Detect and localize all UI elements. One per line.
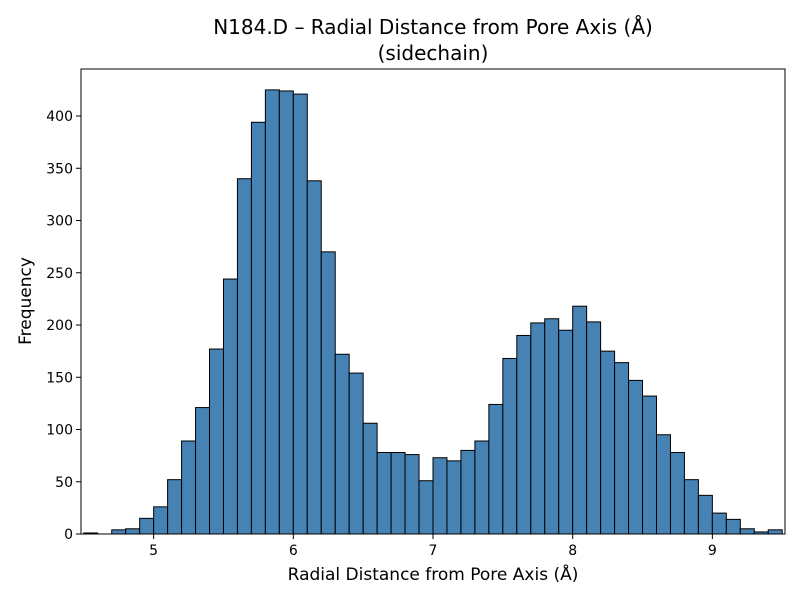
histogram-bar — [222, 278, 238, 535]
histogram-bar — [306, 180, 322, 535]
histogram-bar — [236, 178, 252, 535]
y-tick-label: 0 — [64, 527, 73, 543]
x-tick-label: 6 — [289, 543, 298, 559]
histogram-bar — [683, 479, 699, 535]
y-tick-label: 50 — [55, 475, 73, 491]
histogram-bar — [572, 305, 588, 535]
x-tick-label: 9 — [708, 543, 717, 559]
y-tick-label: 200 — [46, 318, 73, 334]
histogram-bar — [418, 480, 434, 535]
histogram-bar — [278, 90, 294, 535]
y-axis-label: Frequency — [16, 257, 36, 345]
histogram-bar — [404, 454, 420, 535]
y-tick-label: 100 — [46, 423, 73, 439]
histogram-bar — [628, 379, 644, 535]
histogram-bar — [544, 318, 560, 535]
histogram-bar — [460, 449, 476, 535]
histogram-bar — [195, 407, 211, 535]
histogram-bar — [516, 334, 532, 535]
plot-frame — [80, 68, 786, 535]
histogram-bar — [362, 422, 378, 535]
histogram-bar — [432, 457, 448, 535]
y-tick-label: 300 — [46, 214, 73, 230]
x-axis-ticks: 5 6 7 8 9 — [149, 534, 717, 559]
histogram-bars — [83, 89, 783, 535]
histogram-bar — [767, 529, 783, 535]
histogram-bar — [474, 440, 490, 535]
histogram-bar — [181, 440, 197, 535]
histogram-bar — [390, 451, 406, 535]
histogram-bar — [642, 395, 657, 535]
y-tick-label: 400 — [46, 109, 73, 125]
chart-subtitle: (sidechain) — [378, 41, 489, 65]
histogram-bar — [586, 321, 602, 535]
histogram-bar — [558, 329, 574, 535]
histogram-bar — [250, 121, 266, 535]
histogram-bar — [711, 512, 727, 535]
histogram-bar — [292, 93, 308, 535]
histogram-bar — [502, 357, 518, 535]
y-tick-label: 150 — [46, 370, 73, 386]
histogram-bar — [446, 460, 462, 535]
x-tick-label: 5 — [149, 543, 158, 559]
histogram-bar — [125, 528, 141, 535]
histogram-bar — [697, 494, 713, 535]
histogram-bar — [655, 434, 671, 535]
histogram-bar — [739, 528, 755, 535]
histogram-bar — [209, 348, 224, 535]
histogram-bar — [111, 529, 127, 535]
histogram-bar — [264, 89, 280, 535]
x-tick-label: 8 — [568, 543, 577, 559]
histogram-bar — [530, 322, 546, 535]
histogram-bar — [334, 353, 350, 535]
histogram-bar — [376, 451, 392, 535]
histogram-bar — [488, 403, 504, 535]
histogram-bar — [725, 518, 741, 535]
histogram-bar — [139, 517, 155, 535]
histogram-bar — [320, 251, 336, 535]
chart-title: N184.D – Radial Distance from Pore Axis … — [213, 15, 653, 39]
histogram-bar — [348, 372, 364, 535]
y-axis-ticks: 0 50 100 150 200 250 300 350 400 — [46, 109, 81, 543]
y-tick-label: 350 — [46, 161, 73, 177]
x-axis-label: Radial Distance from Pore Axis (Å) — [288, 563, 579, 585]
x-tick-label: 7 — [429, 543, 438, 559]
histogram-bar — [600, 350, 616, 535]
y-tick-label: 250 — [46, 266, 73, 282]
histogram-bar — [153, 506, 169, 535]
histogram-bar — [669, 451, 685, 535]
histogram-bar — [614, 362, 630, 535]
histogram-bar — [167, 479, 183, 535]
